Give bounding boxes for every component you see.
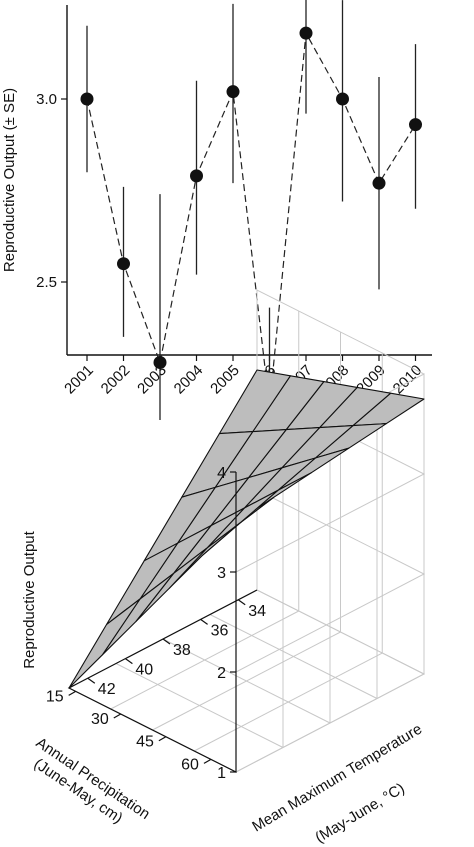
precip-tick-label: 30 xyxy=(91,711,109,728)
time-series-chart: 2.02.53.03.52001200220032004200520062007… xyxy=(1,0,432,420)
y-tick-label: 2.5 xyxy=(36,274,57,291)
temp-tick-mark xyxy=(200,618,208,625)
y-tick-label: 3.0 xyxy=(36,91,57,108)
wall-gridline xyxy=(235,489,426,673)
temp-tick-label: 36 xyxy=(211,622,229,639)
data-point xyxy=(226,85,240,99)
precip-tick-mark xyxy=(68,690,76,696)
y-axis-label: Reproductive Output (± SE) xyxy=(1,88,18,272)
floor-gridline xyxy=(209,614,378,699)
precip-tick-label: 60 xyxy=(181,756,199,773)
precip-tick-mark xyxy=(158,736,167,742)
floor-gridline xyxy=(110,610,299,710)
data-point xyxy=(336,92,349,106)
z-tick-label: 4 xyxy=(217,465,226,482)
precip-tick-mark xyxy=(113,713,122,719)
surface-patch xyxy=(68,598,141,689)
data-point xyxy=(190,169,203,183)
temp-tick-mark xyxy=(237,599,246,606)
precip-tick-label: 45 xyxy=(136,734,154,751)
floor-gridline xyxy=(162,638,331,724)
z-axis-label: Reproductive Output xyxy=(21,530,38,668)
temp-tick-mark xyxy=(87,677,96,684)
data-point xyxy=(409,118,422,132)
z-tick-label: 3 xyxy=(217,565,226,582)
z-tick-label: 2 xyxy=(217,665,226,682)
temp-tick-label: 34 xyxy=(248,603,266,620)
precip-tick-mark xyxy=(203,758,212,764)
temp-tick-label: 38 xyxy=(173,642,191,659)
data-point xyxy=(372,176,386,190)
temp-tick-label: 40 xyxy=(135,662,153,679)
data-point xyxy=(299,26,313,40)
data-point xyxy=(80,92,94,106)
series-dashed-line xyxy=(86,31,417,407)
z-tick-label: 1 xyxy=(217,765,226,782)
data-point xyxy=(117,257,130,271)
precip-tick-label: 15 xyxy=(46,688,64,705)
temp-tick-label: 42 xyxy=(98,681,116,698)
temp-tick-mark xyxy=(162,638,171,645)
data-point xyxy=(153,356,167,370)
temp-tick-mark xyxy=(125,658,133,665)
